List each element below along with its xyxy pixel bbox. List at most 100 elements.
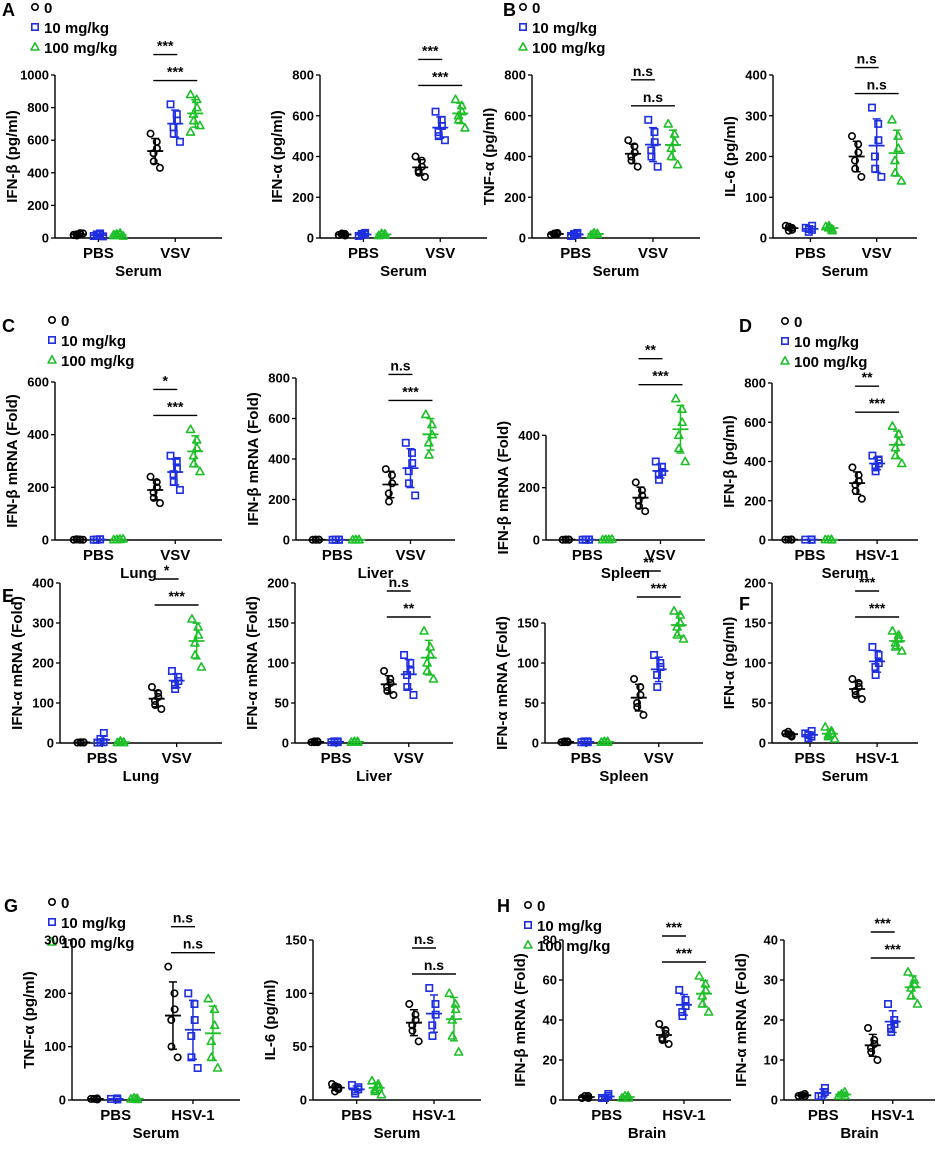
data-point <box>673 430 684 440</box>
data-point <box>703 1007 714 1016</box>
data-point <box>893 131 903 140</box>
y-axis-label: IFN-β (pg/ml) <box>721 415 738 507</box>
x-tick-label: VSV <box>395 547 425 564</box>
data-point <box>912 999 923 1008</box>
data-point <box>383 686 392 695</box>
x-axis-label: Serum <box>822 768 869 785</box>
panel-letter-e: E <box>2 586 14 606</box>
y-tick-label: 800 <box>744 376 766 391</box>
y-tick-label: 100 <box>745 190 767 205</box>
y-tick-label: 100 <box>285 986 307 1001</box>
significance-label: * <box>163 372 169 388</box>
significance-label: *** <box>676 945 693 961</box>
y-tick-label: 20 <box>764 1013 778 1028</box>
x-tick-label: VSV <box>160 547 190 564</box>
data-point <box>639 710 648 719</box>
y-tick-label: 100 <box>32 696 54 711</box>
legend-label: 0 <box>532 0 540 17</box>
legend-marker <box>47 917 56 926</box>
y-tick-label: 80 <box>543 933 557 948</box>
data-point <box>167 666 176 675</box>
x-tick-label: VSV <box>394 750 424 767</box>
data-point <box>384 497 393 506</box>
data-point <box>191 434 202 444</box>
y-tick-label: 1000 <box>20 68 49 83</box>
significance-label: *** <box>167 64 184 80</box>
legend-label: 10 mg/kg <box>44 20 109 37</box>
legend-marker <box>518 42 528 51</box>
y-tick-label: 0 <box>42 533 49 548</box>
y-tick-label: 600 <box>292 108 314 123</box>
data-point <box>428 1021 437 1030</box>
data-point <box>157 704 166 713</box>
y-tick-label: 200 <box>518 480 540 495</box>
legend-label: 0 <box>44 0 52 17</box>
data-point <box>411 1010 420 1019</box>
data-point <box>424 449 434 459</box>
data-point <box>389 690 398 699</box>
data-point <box>175 137 184 146</box>
x-axis-label: Serum <box>593 263 640 280</box>
y-axis-label: TNF-α (pg/ml) <box>21 971 38 1069</box>
significance-label: *** <box>422 42 439 58</box>
significance-label: n.s <box>424 957 444 973</box>
x-tick-label: VSV <box>162 750 192 767</box>
significance-label: n.s <box>867 77 887 93</box>
data-point <box>434 132 443 141</box>
legend: 0 10 mg/kg 100 mg/kg <box>523 898 610 955</box>
x-axis-label: Spleen <box>601 565 650 582</box>
legend-label: 10 mg/kg <box>537 918 602 935</box>
data-point <box>405 999 414 1008</box>
y-axis-label: IFN-α mRNA (Fold) <box>494 616 511 750</box>
x-tick-label: HSV-1 <box>662 1107 705 1124</box>
x-tick-label: PBS <box>321 750 352 767</box>
data-point <box>187 1053 196 1062</box>
data-point <box>193 630 204 639</box>
y-axis-label: IFN-α mRNA (Fold) <box>244 596 261 730</box>
y-tick-label: 50 <box>525 696 539 711</box>
data-point <box>663 118 674 128</box>
y-tick-label: 40 <box>543 1013 557 1028</box>
data-point <box>887 421 898 430</box>
data-point <box>669 129 680 138</box>
data-point <box>890 450 901 460</box>
data-point <box>896 175 907 185</box>
y-tick-label: 0 <box>759 533 766 548</box>
y-tick-label: 0 <box>282 736 289 751</box>
x-tick-label: HSV-1 <box>871 1107 914 1124</box>
x-tick-label: PBS <box>560 245 591 262</box>
x-axis-label: Lung <box>123 768 160 785</box>
x-axis-label: Serum <box>822 263 869 280</box>
data-point <box>422 658 432 667</box>
data-point <box>149 493 158 502</box>
y-tick-label: 600 <box>268 411 290 426</box>
data-point <box>633 162 642 171</box>
significance-label: * <box>164 562 170 578</box>
significance-label: *** <box>652 368 669 384</box>
data-point <box>631 478 640 487</box>
y-tick-label: 200 <box>292 190 314 205</box>
data-point <box>871 467 880 476</box>
data-point <box>661 1026 670 1035</box>
data-point <box>400 650 409 659</box>
significance-label: n.s <box>390 357 410 373</box>
data-point <box>376 1089 387 1099</box>
data-point <box>848 463 857 472</box>
legend-label: 0 <box>61 313 69 330</box>
data-point <box>169 470 178 479</box>
y-tick-label: 800 <box>27 100 49 115</box>
significance-label: n.s <box>633 63 653 79</box>
y-tick-label: 600 <box>744 415 766 430</box>
legend: 0 10 mg/kg 100 mg/kg <box>47 895 134 952</box>
data-point <box>164 962 173 971</box>
data-point <box>864 1024 873 1033</box>
data-point <box>870 1036 879 1045</box>
data-point <box>655 1019 664 1028</box>
panel-letter-a: A <box>2 0 15 20</box>
